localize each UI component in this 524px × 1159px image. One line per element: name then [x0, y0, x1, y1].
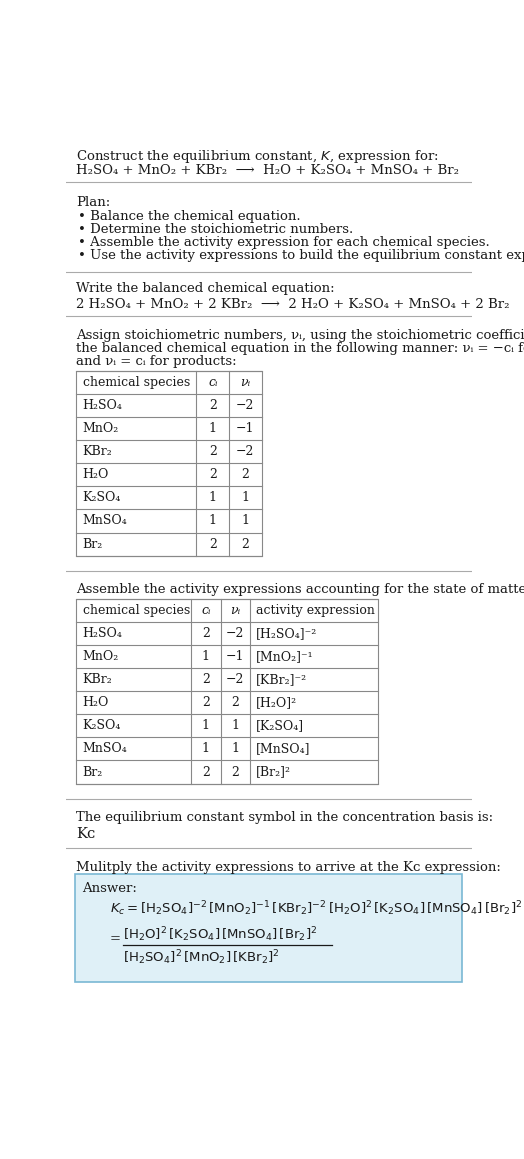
- Text: $K_c = [\mathrm{H_2SO_4}]^{-2}\,[\mathrm{MnO_2}]^{-1}\,[\mathrm{KBr_2}]^{-2}\,[\: $K_c = [\mathrm{H_2SO_4}]^{-2}\,[\mathrm…: [110, 899, 522, 918]
- Text: Mulitply the activity expressions to arrive at the Kᴄ expression:: Mulitply the activity expressions to arr…: [77, 861, 501, 874]
- Text: H₂O: H₂O: [83, 468, 109, 481]
- Text: [Br₂]²: [Br₂]²: [256, 766, 291, 779]
- Text: Construct the equilibrium constant, $K$, expression for:: Construct the equilibrium constant, $K$,…: [77, 148, 439, 166]
- Text: −2: −2: [226, 673, 244, 686]
- FancyBboxPatch shape: [75, 874, 462, 982]
- Text: Br₂: Br₂: [83, 766, 103, 779]
- Text: [H₂SO₄]⁻²: [H₂SO₄]⁻²: [256, 627, 318, 640]
- Text: [MnO₂]⁻¹: [MnO₂]⁻¹: [256, 650, 314, 663]
- Text: Assign stoichiometric numbers, νᵢ, using the stoichiometric coefficients, cᵢ, fr: Assign stoichiometric numbers, νᵢ, using…: [77, 328, 524, 342]
- Text: H₂SO₄ + MnO₂ + KBr₂  ⟶  H₂O + K₂SO₄ + MnSO₄ + Br₂: H₂SO₄ + MnO₂ + KBr₂ ⟶ H₂O + K₂SO₄ + MnSO…: [77, 163, 460, 176]
- Text: activity expression: activity expression: [256, 604, 375, 617]
- Text: 2: 2: [202, 627, 210, 640]
- Text: the balanced chemical equation in the following manner: νᵢ = −cᵢ for reactants: the balanced chemical equation in the fo…: [77, 342, 524, 355]
- Text: =: =: [110, 933, 121, 946]
- Text: 1: 1: [231, 720, 239, 732]
- Text: [KBr₂]⁻²: [KBr₂]⁻²: [256, 673, 307, 686]
- Text: [K₂SO₄]: [K₂SO₄]: [256, 720, 304, 732]
- Text: H₂O: H₂O: [83, 697, 109, 709]
- Text: • Balance the chemical equation.: • Balance the chemical equation.: [78, 210, 301, 223]
- Text: 1: 1: [209, 515, 217, 527]
- Text: KBr₂: KBr₂: [83, 445, 112, 458]
- Text: 2: 2: [202, 697, 210, 709]
- Text: cᵢ: cᵢ: [201, 604, 211, 617]
- Text: −2: −2: [236, 445, 255, 458]
- Text: [MnSO₄]: [MnSO₄]: [256, 743, 311, 756]
- Text: H₂SO₄: H₂SO₄: [83, 399, 123, 411]
- Text: K₂SO₄: K₂SO₄: [83, 720, 121, 732]
- Text: 1: 1: [209, 491, 217, 504]
- Text: Br₂: Br₂: [83, 538, 103, 551]
- Text: 2: 2: [242, 468, 249, 481]
- Text: 2: 2: [209, 445, 217, 458]
- Text: −2: −2: [236, 399, 255, 411]
- Text: 2: 2: [242, 538, 249, 551]
- Text: 2: 2: [202, 673, 210, 686]
- Text: Assemble the activity expressions accounting for the state of matter and νᵢ:: Assemble the activity expressions accoun…: [77, 583, 524, 597]
- Text: 1: 1: [231, 743, 239, 756]
- Text: 2: 2: [231, 697, 239, 709]
- Text: Answer:: Answer:: [83, 882, 137, 895]
- Text: • Use the activity expressions to build the equilibrium constant expression.: • Use the activity expressions to build …: [78, 249, 524, 262]
- Text: Plan:: Plan:: [77, 196, 111, 209]
- Text: 1: 1: [202, 720, 210, 732]
- Text: chemical species: chemical species: [83, 376, 190, 389]
- Text: MnSO₄: MnSO₄: [83, 515, 127, 527]
- Text: MnO₂: MnO₂: [83, 650, 119, 663]
- Text: −2: −2: [226, 627, 244, 640]
- Text: 2: 2: [202, 766, 210, 779]
- Text: chemical species: chemical species: [83, 604, 190, 617]
- Text: K₂SO₄: K₂SO₄: [83, 491, 121, 504]
- Text: $[\mathrm{H_2O}]^{2}\,[\mathrm{K_2SO_4}]\,[\mathrm{MnSO_4}]\,[\mathrm{Br_2}]^{2}: $[\mathrm{H_2O}]^{2}\,[\mathrm{K_2SO_4}]…: [123, 925, 317, 943]
- Bar: [77, 599, 378, 783]
- Text: 1: 1: [202, 650, 210, 663]
- Text: 2: 2: [209, 468, 217, 481]
- Text: MnO₂: MnO₂: [83, 422, 119, 435]
- Text: Write the balanced chemical equation:: Write the balanced chemical equation:: [77, 283, 335, 296]
- Text: −1: −1: [236, 422, 255, 435]
- Text: 2: 2: [231, 766, 239, 779]
- Text: $[\mathrm{H_2SO_4}]^{2}\,[\mathrm{MnO_2}]\,[\mathrm{KBr_2}]^{2}$: $[\mathrm{H_2SO_4}]^{2}\,[\mathrm{MnO_2}…: [123, 948, 279, 967]
- Text: 2 H₂SO₄ + MnO₂ + 2 KBr₂  ⟶  2 H₂O + K₂SO₄ + MnSO₄ + 2 Br₂: 2 H₂SO₄ + MnO₂ + 2 KBr₂ ⟶ 2 H₂O + K₂SO₄ …: [77, 298, 510, 311]
- Text: −1: −1: [226, 650, 245, 663]
- Text: • Assemble the activity expression for each chemical species.: • Assemble the activity expression for e…: [78, 236, 489, 249]
- Text: [H₂O]²: [H₂O]²: [256, 697, 297, 709]
- Text: 1: 1: [241, 491, 249, 504]
- Text: MnSO₄: MnSO₄: [83, 743, 127, 756]
- Bar: [77, 371, 261, 555]
- Text: • Determine the stoichiometric numbers.: • Determine the stoichiometric numbers.: [78, 223, 353, 236]
- Text: 1: 1: [241, 515, 249, 527]
- Text: Kᴄ: Kᴄ: [77, 826, 95, 840]
- Text: 1: 1: [209, 422, 217, 435]
- Text: cᵢ: cᵢ: [208, 376, 217, 389]
- Text: 2: 2: [209, 399, 217, 411]
- Text: KBr₂: KBr₂: [83, 673, 112, 686]
- Text: νᵢ: νᵢ: [230, 604, 241, 617]
- Text: H₂SO₄: H₂SO₄: [83, 627, 123, 640]
- Text: The equilibrium constant symbol in the concentration basis is:: The equilibrium constant symbol in the c…: [77, 811, 494, 824]
- Text: νᵢ: νᵢ: [240, 376, 250, 389]
- Text: 1: 1: [202, 743, 210, 756]
- Text: and νᵢ = cᵢ for products:: and νᵢ = cᵢ for products:: [77, 355, 237, 367]
- Text: 2: 2: [209, 538, 217, 551]
